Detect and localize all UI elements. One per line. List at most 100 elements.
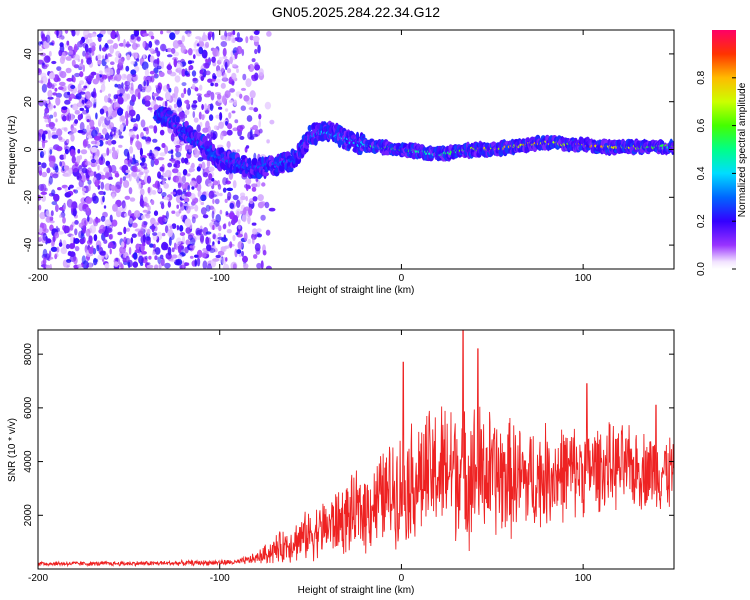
spectrogram-cell <box>55 96 61 106</box>
spectrogram-cell <box>127 209 132 217</box>
spectrogram-cell <box>232 215 238 223</box>
spectrogram-cell <box>69 243 75 249</box>
spectrogram-cell <box>131 170 138 178</box>
spectrogram-cell <box>144 255 148 260</box>
spectrogram-cell <box>99 108 105 115</box>
spectrogram-cell <box>232 180 237 189</box>
spectrogram-cell <box>173 58 177 68</box>
spectrogram-cell <box>231 63 237 67</box>
spectrogram-cell <box>189 255 194 259</box>
spectrogram-cell <box>249 90 256 99</box>
spectrogram-cell <box>224 90 231 98</box>
spectrogram-cell <box>58 81 66 86</box>
spectrogram-cell <box>128 246 132 255</box>
spectrogram-cell <box>167 246 172 256</box>
spectrogram-cell <box>150 35 155 40</box>
spectrogram-cell <box>43 115 49 119</box>
spectrogram-cell <box>50 246 58 252</box>
spectrogram-cell <box>236 199 241 208</box>
spectrogram-ridge-cell <box>261 156 265 165</box>
spectrogram-cell <box>217 250 225 256</box>
spectrogram-ridge-cell <box>211 143 216 152</box>
spectrogram-cell <box>74 228 78 236</box>
spectrogram-cell <box>148 40 153 49</box>
spectrogram-cell <box>226 140 231 149</box>
spectrogram-cell <box>123 226 127 234</box>
spectrogram-cell <box>142 209 149 213</box>
spectrogram-cell <box>154 247 161 255</box>
spectrogram-cell <box>159 129 165 136</box>
spectrogram-cell <box>86 134 93 139</box>
spectrogram-cell <box>41 140 46 149</box>
spectrogram-cell <box>189 237 196 246</box>
spectrogram-cell <box>133 30 140 37</box>
spectrogram-cell <box>104 183 111 191</box>
spectrogram-cell <box>213 125 218 130</box>
spectrogram-cell <box>149 149 153 156</box>
spectrogram-cell <box>201 114 205 121</box>
spectrogram-cell <box>97 254 104 260</box>
spectrogram-cell <box>46 167 51 174</box>
spectrogram-cell <box>185 239 191 246</box>
spectrogram-cell <box>169 225 173 229</box>
spectrogram-cell <box>223 245 230 249</box>
snr-ytick-label: 2000 <box>23 504 34 527</box>
spectrogram-cell <box>146 264 154 269</box>
spectrogram-cell <box>243 207 247 216</box>
spectrogram-cell <box>164 169 172 178</box>
spectrogram-cell <box>212 258 220 262</box>
spectrogram-cell <box>169 71 177 77</box>
spectrogram-cell <box>75 93 82 100</box>
spectrogram-cell <box>48 42 54 46</box>
spectrogram-cell <box>74 119 79 124</box>
spectrogram-cell <box>46 100 50 104</box>
spectrogram-cell <box>218 225 222 232</box>
spectrogram-cell <box>130 118 137 123</box>
spectrogram-cell <box>110 184 116 192</box>
spectrogram-cell <box>169 32 176 40</box>
spectrogram-cell <box>124 195 131 200</box>
spectrogram-ridge-cell <box>670 142 674 148</box>
spectrogram-cell <box>150 75 155 83</box>
spectrogram-cell <box>95 112 98 120</box>
spectrogram-cell <box>106 110 109 118</box>
spectrogram-cell <box>230 261 238 269</box>
spectrogram-cell <box>199 84 203 91</box>
spectrogram-cell <box>64 172 72 177</box>
spectrogram-cell <box>228 112 232 119</box>
spectrogram-cell <box>202 227 209 236</box>
spectrogram-cell <box>181 35 185 43</box>
colorbar-tick-label: 0.2 <box>696 214 707 228</box>
spectrogram-cell <box>258 119 262 128</box>
spectrogram-cell <box>234 119 239 124</box>
spectrogram-cell <box>231 110 236 114</box>
spectrogram-cell <box>41 83 48 93</box>
spectrogram-cell <box>256 262 262 269</box>
spectrogram-cell <box>73 189 76 193</box>
spectrogram-cell <box>99 44 102 52</box>
spectrogram-cell <box>97 164 100 171</box>
spectrogram-cell <box>118 58 124 66</box>
spectrogram-cell <box>173 163 178 168</box>
spectrogram-cell <box>181 175 186 184</box>
spectrogram-cell <box>194 204 199 212</box>
spectrogram-cell <box>64 148 69 155</box>
spectrogram-cell <box>184 70 189 76</box>
spectrogram-cell <box>89 119 95 128</box>
spectrogram-cell <box>210 91 215 101</box>
spectrogram-cell <box>250 96 254 106</box>
spectrogram-cell <box>76 102 84 108</box>
spectrogram-cell <box>53 105 56 109</box>
spectrogram-cell <box>56 128 63 137</box>
spectrogram-cell <box>249 35 254 41</box>
spectrogram-cell <box>73 43 78 53</box>
spectrogram-cell <box>64 30 69 34</box>
spectrogram-cell <box>126 41 130 48</box>
spectrogram-cell <box>243 232 248 242</box>
spectrogram-cell <box>98 190 105 195</box>
spectrogram-cell <box>80 58 84 65</box>
spectrogram-cell <box>124 86 129 92</box>
spectrogram-cell <box>145 84 152 93</box>
spectrogram-cell <box>119 135 124 139</box>
